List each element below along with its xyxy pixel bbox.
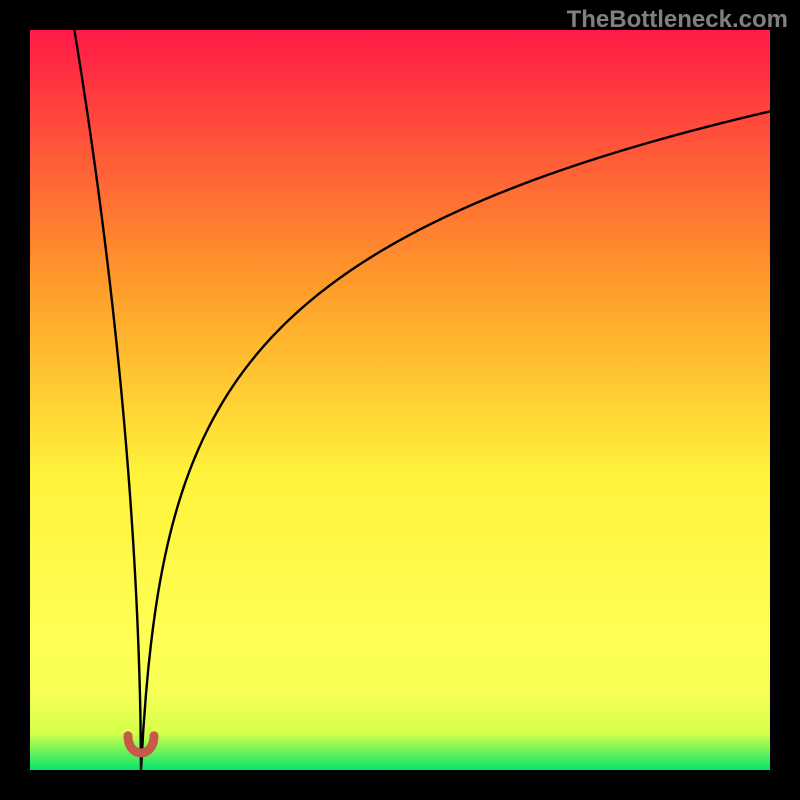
chart-frame: TheBottleneck.com bbox=[0, 0, 800, 800]
bottleneck-chart bbox=[0, 0, 800, 800]
watermark-text: TheBottleneck.com bbox=[567, 6, 788, 34]
plot-background bbox=[30, 30, 770, 770]
